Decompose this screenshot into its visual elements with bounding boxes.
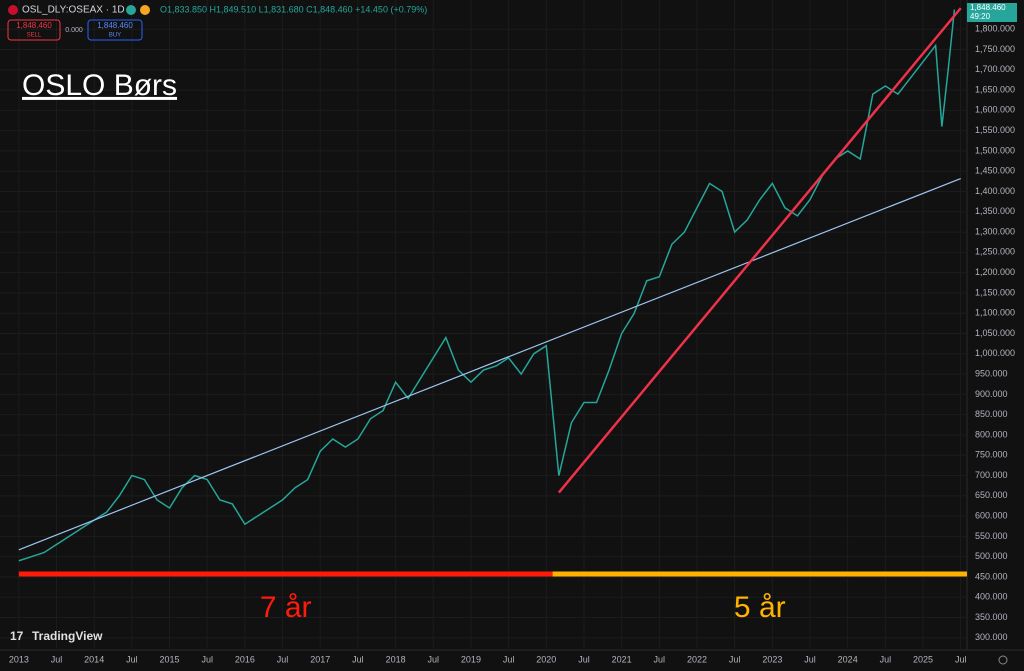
y-tick-label: 1,400.000	[975, 186, 1015, 196]
sell-label: SELL	[27, 33, 42, 39]
y-tick-label: 600.000	[975, 510, 1008, 520]
y-tick-label: 1,800.000	[975, 24, 1015, 34]
y-tick-label: 700.000	[975, 470, 1008, 480]
status-dot	[126, 5, 136, 15]
x-tick-label: 2020	[536, 654, 556, 664]
x-tick-label: 2024	[838, 654, 858, 664]
y-tick-label: 450.000	[975, 571, 1008, 581]
y-tick-label: 1,200.000	[975, 267, 1015, 277]
x-tick-label: 2015	[160, 654, 180, 664]
brand-icon: 17	[10, 629, 24, 643]
y-tick-label: 400.000	[975, 592, 1008, 602]
y-tick-label: 1,050.000	[975, 328, 1015, 338]
x-tick-label: Jul	[51, 654, 63, 664]
y-tick-label: 1,000.000	[975, 348, 1015, 358]
period-label: 7 år	[260, 591, 312, 624]
spread: 0.000	[65, 27, 83, 34]
buy-button[interactable]	[87, 19, 143, 41]
flag-icon	[8, 5, 18, 15]
x-tick-label: Jul	[126, 654, 138, 664]
x-tick-label: Jul	[277, 654, 289, 664]
x-tick-label: Jul	[804, 654, 816, 664]
x-tick-label: 2017	[310, 654, 330, 664]
y-tick-label: 1,550.000	[975, 125, 1015, 135]
y-tick-label: 1,750.000	[975, 44, 1015, 54]
last-price-tag	[967, 3, 1017, 22]
y-tick-label: 1,450.000	[975, 166, 1015, 176]
x-tick-label: Jul	[428, 654, 440, 664]
x-tick-label: Jul	[503, 654, 515, 664]
y-tick-label: 1,600.000	[975, 105, 1015, 115]
y-tick-label: 750.000	[975, 450, 1008, 460]
status-dot	[140, 5, 150, 15]
trend-line	[18, 177, 961, 551]
x-tick-label: Jul	[729, 654, 741, 664]
symbol: OSL_DLY:OSEAX · 1D	[22, 5, 125, 16]
y-tick-label: 1,700.000	[975, 64, 1015, 74]
y-tick-label: 1,250.000	[975, 247, 1015, 257]
countdown: 49:20	[970, 12, 991, 21]
y-tick-label: 300.000	[975, 632, 1008, 642]
x-tick-label: 2023	[762, 654, 782, 664]
y-tick-label: 800.000	[975, 429, 1008, 439]
plot	[18, 7, 967, 577]
brand: TradingView	[32, 629, 103, 643]
x-tick-label: 2013	[9, 654, 29, 664]
y-tick-label: 550.000	[975, 531, 1008, 541]
y-tick-label: 950.000	[975, 368, 1008, 378]
y-tick-label: 650.000	[975, 490, 1008, 500]
x-tick-label: 2016	[235, 654, 255, 664]
x-tick-label: Jul	[578, 654, 590, 664]
buy-label: BUY	[109, 33, 121, 39]
period-label: 5 år	[734, 591, 786, 624]
x-tick-label: 2025	[913, 654, 933, 664]
y-tick-label: 350.000	[975, 612, 1008, 622]
x-tick-label: 2018	[386, 654, 406, 664]
y-tick-label: 500.000	[975, 551, 1008, 561]
x-tick-label: 2022	[687, 654, 707, 664]
grid	[0, 0, 967, 650]
sell-price: 1,848.460	[16, 21, 52, 30]
sell-button[interactable]	[7, 19, 61, 41]
y-tick-label: 1,150.000	[975, 287, 1015, 297]
chart-title: OSLO Børs	[22, 69, 177, 102]
x-tick-label: Jul	[352, 654, 364, 664]
price-line	[18, 9, 956, 562]
x-tick-label: 2019	[461, 654, 481, 664]
y-tick-label: 850.000	[975, 409, 1008, 419]
y-tick-label: 1,350.000	[975, 206, 1015, 216]
y-tick-label: 900.000	[975, 389, 1008, 399]
x-tick-label: Jul	[955, 654, 967, 664]
buy-price: 1,848.460	[97, 21, 133, 30]
x-tick-label: 2014	[84, 654, 104, 664]
y-tick-label: 1,300.000	[975, 226, 1015, 236]
trend-line	[557, 7, 962, 494]
x-tick-label: Jul	[654, 654, 666, 664]
x-tick-label: Jul	[201, 654, 213, 664]
y-tick-label: 1,100.000	[975, 308, 1015, 318]
settings-icon[interactable]	[998, 655, 1008, 665]
last-price: 1,848.460	[970, 3, 1006, 12]
x-tick-label: 2021	[612, 654, 632, 664]
ohlc: O1,833.850 H1,849.510 L1,831.680 C1,848.…	[160, 4, 427, 14]
y-tick-label: 1,650.000	[975, 84, 1015, 94]
y-tick-label: 1,500.000	[975, 145, 1015, 155]
x-tick-label: Jul	[880, 654, 892, 664]
